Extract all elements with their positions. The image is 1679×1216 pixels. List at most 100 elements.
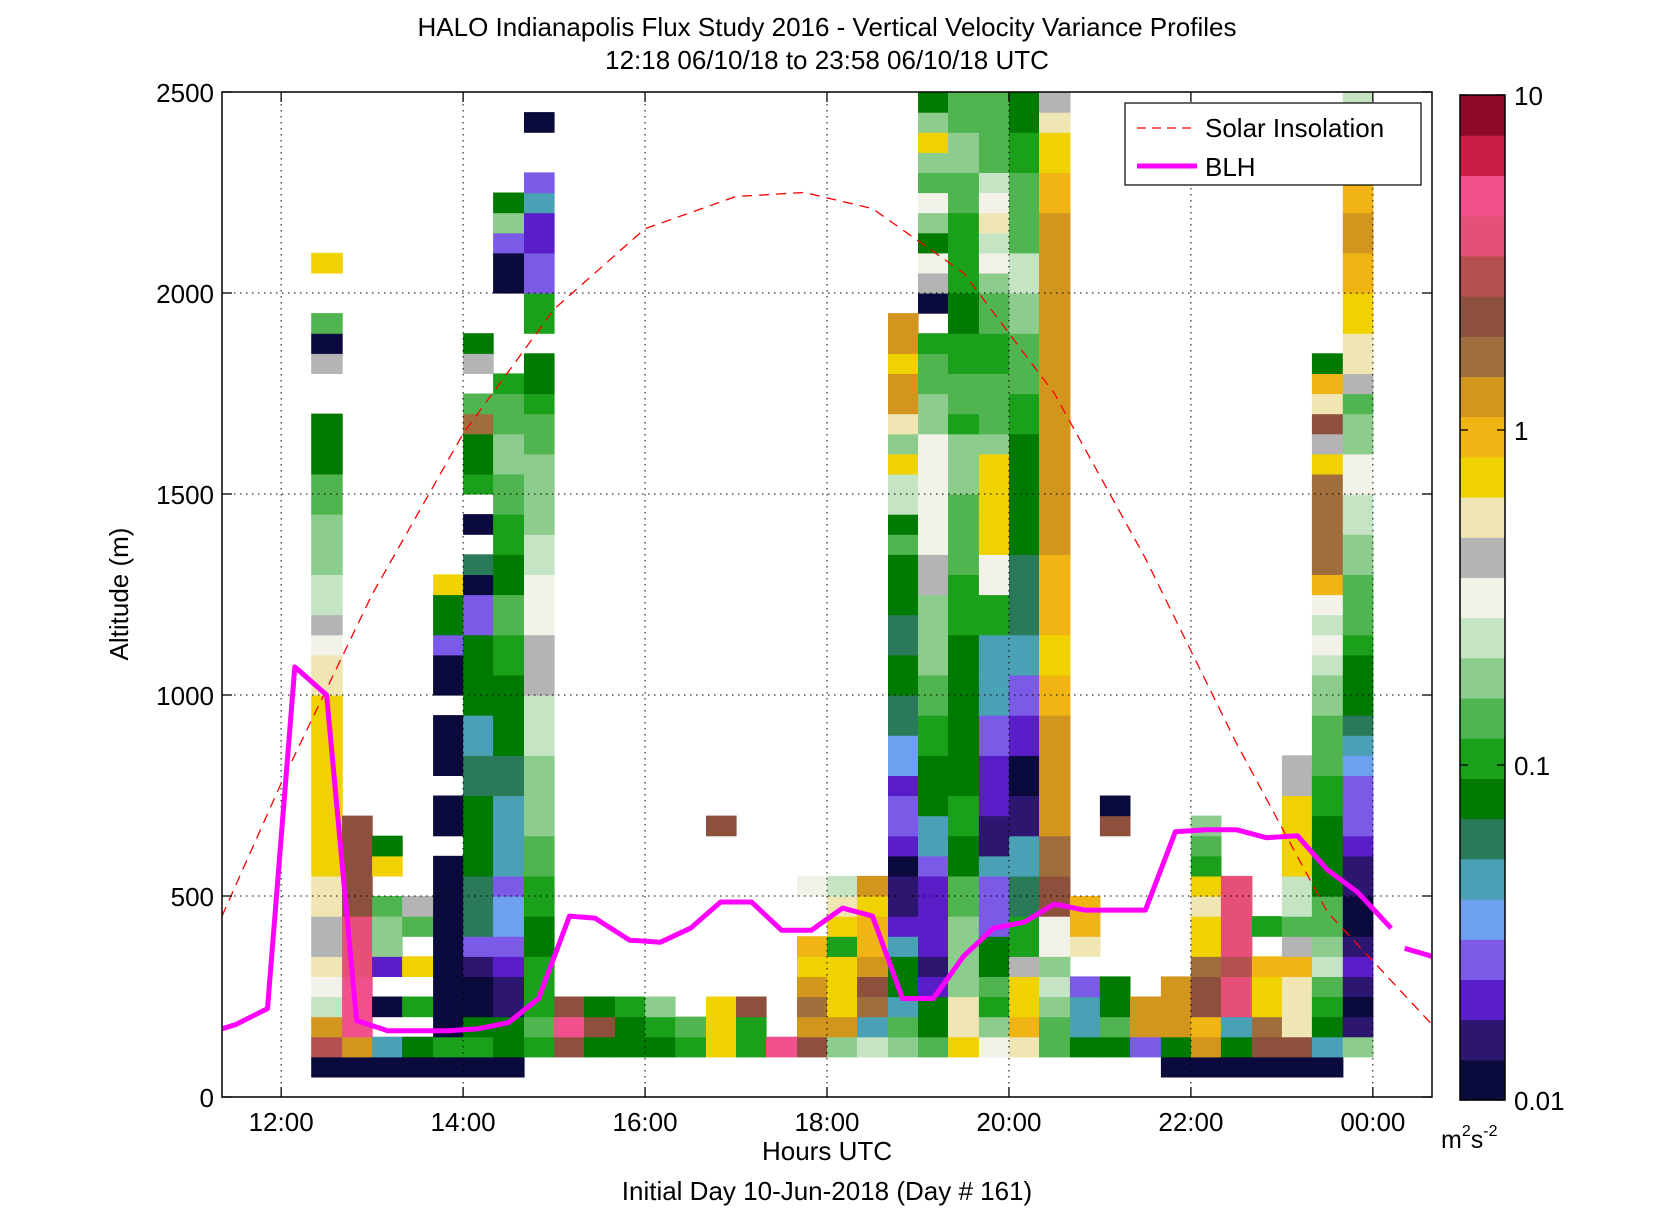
heatmap-cell	[978, 996, 1010, 1018]
heatmap-cell	[524, 494, 555, 535]
heatmap-cell	[524, 192, 555, 214]
heatmap-cell	[1342, 413, 1374, 455]
heatmap-cell	[1009, 795, 1040, 837]
heatmap-cell	[1009, 212, 1040, 254]
heatmap-cell	[493, 554, 525, 596]
heatmap-cell	[433, 654, 464, 696]
heatmap-cell	[1009, 293, 1040, 334]
colorbar-swatch	[1460, 456, 1505, 498]
y-tick-label: 2500	[156, 78, 214, 108]
heatmap-cell	[463, 674, 494, 716]
heatmap-cell	[645, 1016, 676, 1038]
heatmap-cell	[372, 956, 403, 977]
heatmap-cell	[1069, 1016, 1101, 1038]
heatmap-cell	[1311, 393, 1344, 415]
colorbar-swatch	[1460, 657, 1505, 699]
heatmap-cell	[918, 715, 949, 756]
legend-solar-label: Solar Insolation	[1205, 113, 1384, 143]
heatmap-cell	[463, 433, 494, 455]
heatmap-cell	[918, 112, 949, 133]
heatmap-cell	[311, 1016, 343, 1038]
heatmap-cell	[948, 433, 980, 495]
heatmap-cell	[1190, 1056, 1222, 1078]
heatmap-cell	[463, 634, 494, 676]
heatmap-cell	[918, 1036, 949, 1058]
heatmap-cell	[493, 896, 525, 937]
heatmap-cell	[1039, 152, 1071, 173]
heatmap-cell	[736, 1016, 767, 1038]
heatmap-cell	[524, 916, 555, 957]
heatmap-cell	[493, 232, 525, 254]
heatmap-cell	[1342, 715, 1374, 736]
x-tick-label: 12:00	[249, 1107, 314, 1137]
heatmap-cell	[1220, 956, 1253, 977]
heatmap-cell	[524, 252, 555, 294]
colorbar: 0.01 0.1 1 10 m2s-2	[1441, 81, 1565, 1154]
heatmap-cell	[1311, 1056, 1344, 1078]
heatmap-cell	[888, 996, 919, 1018]
heatmap-cell	[918, 212, 949, 234]
colorbar-swatch	[1460, 215, 1505, 257]
heatmap-cell	[978, 674, 1010, 716]
heatmap-cell	[1342, 293, 1374, 334]
heatmap-cell	[463, 996, 494, 1018]
heatmap-cell	[463, 574, 494, 596]
heatmap-cell	[978, 92, 1010, 173]
heatmap-cell	[1311, 936, 1344, 957]
heatmap-cell	[1190, 1016, 1222, 1038]
heatmap-cell	[888, 413, 919, 435]
colorbar-swatch	[1460, 858, 1505, 900]
heatmap-cell	[463, 333, 494, 354]
heatmap-cell	[311, 473, 343, 515]
heatmap-cell	[918, 152, 949, 173]
heatmap-cell	[311, 654, 343, 696]
heatmap-cell	[1069, 1036, 1101, 1058]
heatmap-cell	[524, 453, 555, 495]
legend-blh-label: BLH	[1205, 152, 1256, 182]
heatmap-cell	[493, 835, 525, 877]
heatmap-cell	[978, 373, 1010, 435]
colorbar-swatch	[1460, 95, 1505, 136]
x-tick-label: 16:00	[613, 1107, 678, 1137]
heatmap-cell	[918, 815, 949, 837]
heatmap-cell	[311, 956, 343, 977]
heatmap-cell	[948, 996, 980, 1038]
heatmap-cell	[311, 875, 343, 917]
heatmap-cell	[524, 353, 555, 374]
heatmap-cell	[1342, 494, 1374, 535]
heatmap-cell	[524, 212, 555, 254]
heatmap-cell	[433, 1056, 464, 1078]
heatmap-cell	[978, 514, 1010, 555]
heatmap-cell	[463, 413, 494, 435]
colorbar-swatch	[1460, 537, 1505, 578]
heatmap-cell	[888, 795, 919, 837]
heatmap-cell	[827, 976, 858, 998]
heatmap-cell	[1009, 333, 1040, 395]
heatmap-cell	[797, 956, 828, 977]
heatmap-cell	[1099, 1036, 1131, 1058]
heatmap-cell	[493, 1036, 525, 1058]
heatmap-cell	[524, 835, 555, 877]
heatmap-cell	[1039, 1016, 1071, 1038]
heatmap-cell	[1342, 815, 1374, 837]
heatmap-cell	[948, 916, 980, 937]
heatmap-cell	[493, 252, 525, 274]
heatmap-cell	[402, 896, 434, 917]
colorbar-swatch	[1460, 698, 1505, 739]
heatmap-cell	[1311, 775, 1344, 817]
heatmap-cell	[1160, 976, 1192, 998]
heatmap-cell	[1009, 715, 1040, 756]
heatmap-cell	[1342, 534, 1374, 575]
heatmap-cell	[463, 795, 494, 877]
heatmap-cell	[1281, 1056, 1313, 1078]
heatmap-cell	[493, 594, 525, 636]
heatmap-cell	[1039, 916, 1071, 957]
y-tick-label: 1500	[156, 480, 214, 510]
colorbar-frame	[1459, 94, 1506, 1101]
heatmap-cell	[311, 333, 343, 354]
heatmap-cell	[888, 936, 919, 957]
heatmap-cell	[888, 554, 919, 616]
heatmap-cell	[948, 634, 980, 676]
heatmap-cell	[888, 775, 919, 797]
